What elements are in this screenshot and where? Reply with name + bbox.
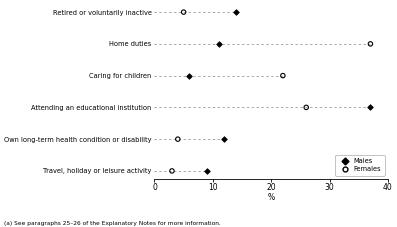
- X-axis label: %: %: [268, 193, 275, 202]
- Point: [169, 169, 175, 173]
- Point: [303, 106, 309, 109]
- Point: [186, 74, 193, 77]
- Text: (a) See paragraphs 25–26 of the Explanatory Notes for more information.: (a) See paragraphs 25–26 of the Explanat…: [4, 221, 221, 226]
- Point: [181, 10, 187, 14]
- Point: [233, 10, 239, 14]
- Point: [221, 137, 227, 141]
- Legend: Males, Females: Males, Females: [335, 155, 385, 175]
- Point: [280, 74, 286, 77]
- Point: [367, 106, 374, 109]
- Point: [216, 42, 222, 46]
- Point: [367, 42, 374, 46]
- Point: [204, 169, 210, 173]
- Point: [175, 137, 181, 141]
